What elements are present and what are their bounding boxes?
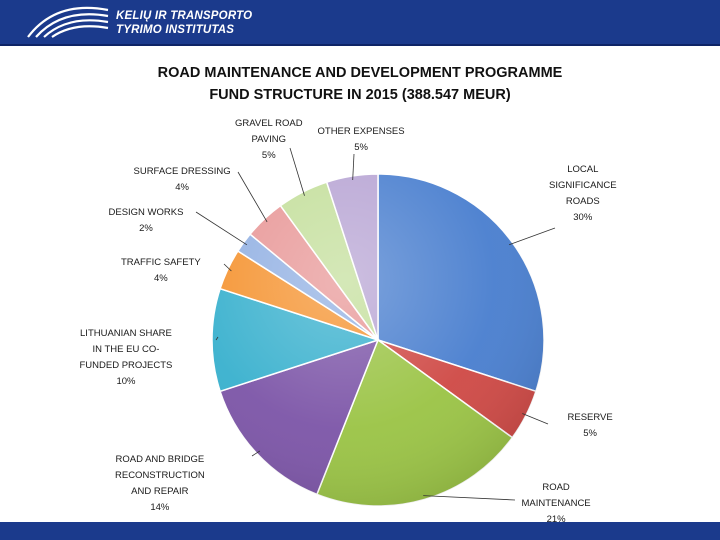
logo-line-2: TYRIMO INSTITUTAS [116,24,235,36]
chart-title-line-2: FUND STRUCTURE IN 2015 (388.547 MEUR) [209,87,511,103]
slice-label-text: IN THE EU CO- [92,344,160,355]
slice-label-text: ROAD AND BRIDGE [115,454,205,465]
slice-percent: 5% [354,142,368,153]
leader-line [522,413,549,425]
slice-label: TRAFFIC SAFETY 4% [121,255,201,287]
slice-percent: 2% [139,223,153,234]
header-bar: KELIŲ IR TRANSPORTO TYRIMO INSTITUTAS [0,0,720,46]
slice-label: RESERVE 5% [568,410,613,442]
slice-label-text: FUNDED PROJECTS [79,360,173,371]
leader-line [423,495,516,501]
road-arcs-logo-icon [27,6,109,38]
slice-label-text: OTHER EXPENSES [317,126,405,137]
slice-label-text: DESIGN WORKS [108,207,184,218]
slice-percent: 21% [546,514,566,525]
slice-percent: 4% [175,182,189,193]
slice-percent: 5% [261,150,276,161]
footer-bar [0,522,720,540]
slice-label-text: RESERVE [567,412,613,423]
slice-label: LITHUANIAN SHARE IN THE EU CO- FUNDED PROJ… [80,326,173,390]
slice-label: ROAD AND BRIDGE RECONSTRUCTION AND REPAIR 1… [115,452,205,516]
slice-label-text: LOCAL [567,164,599,175]
slice-label: SURFACE DRESSING 4% [134,164,231,196]
slice-label: OTHER EXPENSES 5% [318,124,405,156]
slice-label-text: ROAD [542,482,570,493]
slice-label-text: AND REPAIR [131,486,189,497]
slice-label-text: PAVING [251,134,287,145]
chart-title: ROAD MAINTENANCE AND DEVELOPMENT PROGRAM… [0,62,720,106]
slice-label: DESIGN WORKS 2% [109,205,184,237]
slice-percent: 4% [153,273,168,284]
chart-title-line-1: ROAD MAINTENANCE AND DEVELOPMENT PROGRAM… [157,65,563,81]
slice-percent: 10% [116,376,136,387]
slice-label: LOCAL SIGNIFICANCE ROADS 30% [549,162,617,226]
slice-label-text: GRAVEL ROAD [235,118,303,129]
leader-line [251,450,261,457]
leader-line [352,153,355,181]
logo-line-1: KELIŲ IR TRANSPORTO [116,10,253,22]
slice-label-text: SIGNIFICANCE [549,180,617,191]
slice-percent: 5% [583,428,597,439]
slice-label-text: ROADS [565,196,600,207]
slice-label-text: LITHUANIAN SHARE [80,328,172,339]
slice-percent: 30% [573,212,593,223]
leader-line [289,147,305,196]
slice-label-text: SURFACE DRESSING [133,166,231,177]
leader-line [215,336,219,341]
slice-label-text: RECONSTRUCTION [115,470,205,481]
logo-text: KELIŲ IR TRANSPORTO TYRIMO INSTITUTAS [116,9,252,37]
leader-line [237,171,268,223]
slice-label: GRAVEL ROAD PAVING 5% [235,116,303,164]
slice-label-text: TRAFFIC SAFETY [121,257,201,268]
slice-label-text: MAINTENANCE [521,498,591,509]
leader-line [195,211,248,246]
slice-label: ROAD MAINTENANCE 21% [522,480,591,528]
slice-percent: 14% [150,502,170,513]
leader-line [508,227,556,246]
leader-line [223,263,232,272]
